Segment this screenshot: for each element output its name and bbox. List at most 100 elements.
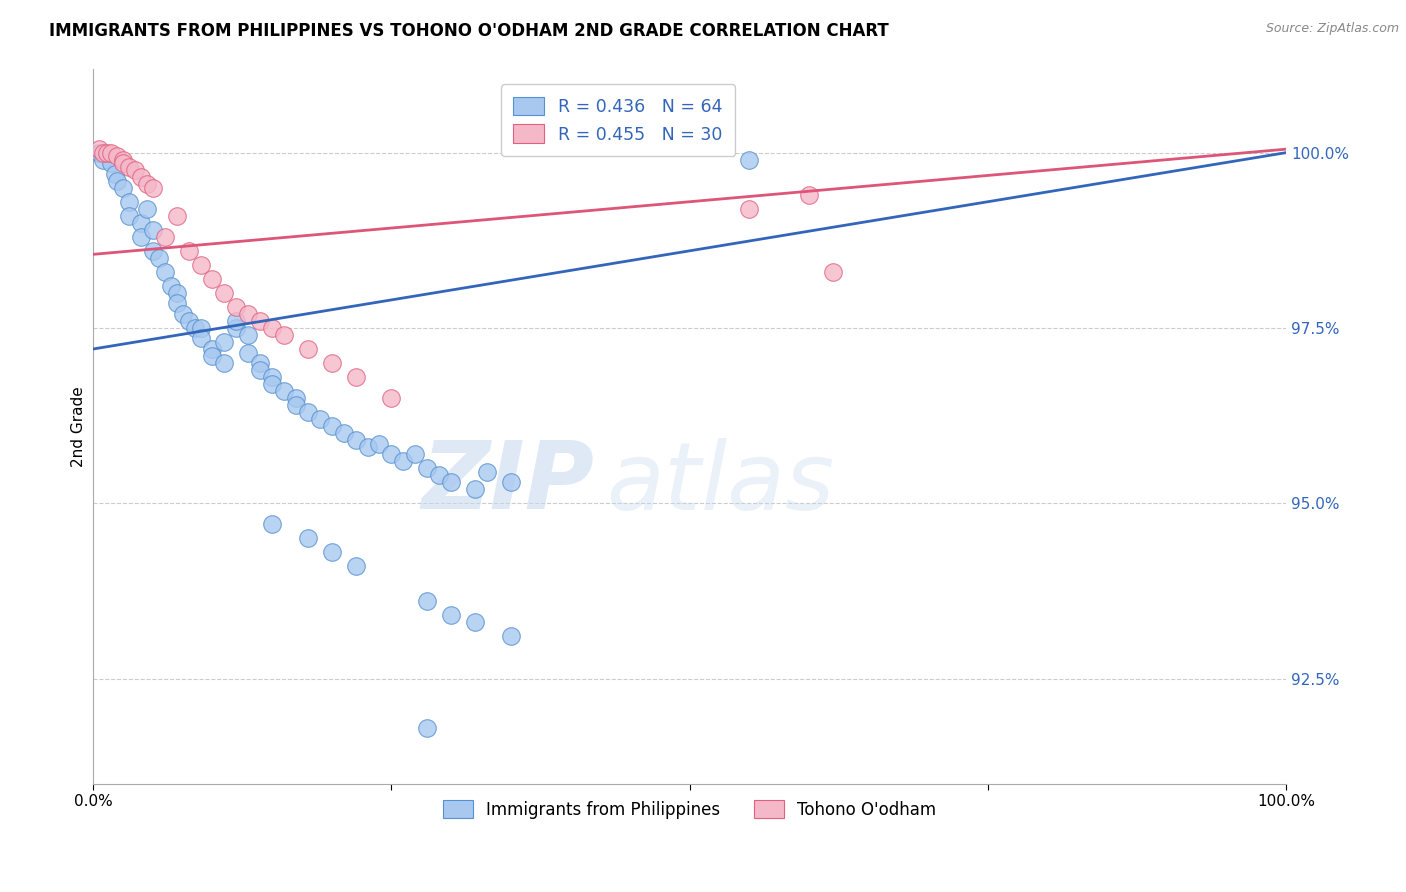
Point <box>273 328 295 343</box>
Point <box>738 202 761 216</box>
Point <box>297 531 319 545</box>
Point <box>738 153 761 167</box>
Point <box>190 331 212 345</box>
Point <box>118 209 141 223</box>
Point <box>297 405 319 419</box>
Point <box>321 545 343 559</box>
Point <box>190 321 212 335</box>
Point <box>129 170 152 185</box>
Point <box>172 307 194 321</box>
Point <box>135 202 157 216</box>
Point <box>111 156 134 170</box>
Point <box>214 285 236 300</box>
Point <box>166 296 188 310</box>
Point <box>166 285 188 300</box>
Point <box>249 363 271 377</box>
Point <box>142 244 165 258</box>
Point <box>404 447 426 461</box>
Point <box>111 180 134 194</box>
Point <box>308 412 330 426</box>
Point <box>105 174 128 188</box>
Text: IMMIGRANTS FROM PHILIPPINES VS TOHONO O'ODHAM 2ND GRADE CORRELATION CHART: IMMIGRANTS FROM PHILIPPINES VS TOHONO O'… <box>49 22 889 40</box>
Text: ZIP: ZIP <box>422 437 595 529</box>
Point <box>416 721 439 735</box>
Point <box>464 615 486 630</box>
Point <box>380 391 402 405</box>
Point <box>262 517 284 532</box>
Point <box>100 156 122 170</box>
Point <box>321 419 343 434</box>
Point <box>177 244 200 258</box>
Point <box>89 145 111 160</box>
Point <box>111 153 134 167</box>
Point <box>91 145 114 160</box>
Point <box>100 145 122 160</box>
Point <box>344 559 367 574</box>
Point <box>380 447 402 461</box>
Point <box>440 475 463 490</box>
Point <box>499 630 522 644</box>
Point <box>91 153 114 167</box>
Point <box>96 145 118 160</box>
Point <box>284 398 307 412</box>
Point <box>797 187 820 202</box>
Point <box>821 265 844 279</box>
Point <box>153 265 176 279</box>
Point <box>332 426 354 441</box>
Point <box>416 594 439 608</box>
Point <box>190 258 212 272</box>
Point <box>148 251 170 265</box>
Point <box>89 142 111 156</box>
Point <box>201 342 224 356</box>
Point <box>177 314 200 328</box>
Point <box>135 178 157 192</box>
Point <box>124 163 146 178</box>
Point <box>129 216 152 230</box>
Point <box>104 167 127 181</box>
Point <box>249 356 271 370</box>
Text: atlas: atlas <box>606 438 834 529</box>
Point <box>166 209 188 223</box>
Point <box>356 440 378 454</box>
Point <box>214 334 236 349</box>
Point <box>344 433 367 447</box>
Point <box>238 345 260 359</box>
Point <box>368 436 391 450</box>
Point <box>249 314 271 328</box>
Point <box>201 272 224 286</box>
Point <box>238 307 260 321</box>
Point <box>284 391 307 405</box>
Point <box>416 461 439 475</box>
Point <box>262 321 284 335</box>
Point <box>159 279 181 293</box>
Point <box>499 475 522 490</box>
Legend: Immigrants from Philippines, Tohono O'odham: Immigrants from Philippines, Tohono O'od… <box>436 794 943 825</box>
Point <box>214 356 236 370</box>
Point <box>273 384 295 398</box>
Point <box>105 149 128 163</box>
Point <box>201 349 224 363</box>
Point <box>344 370 367 384</box>
Text: Source: ZipAtlas.com: Source: ZipAtlas.com <box>1265 22 1399 36</box>
Point <box>183 321 205 335</box>
Point <box>153 229 176 244</box>
Point <box>225 300 247 314</box>
Point <box>392 454 415 468</box>
Point <box>427 468 450 483</box>
Point <box>142 223 165 237</box>
Point <box>262 370 284 384</box>
Point <box>464 482 486 496</box>
Point <box>238 328 260 343</box>
Point <box>262 377 284 392</box>
Point <box>118 160 141 174</box>
Point <box>129 229 152 244</box>
Point <box>475 465 498 479</box>
Point <box>297 342 319 356</box>
Point <box>440 608 463 623</box>
Point <box>142 180 165 194</box>
Point <box>225 321 247 335</box>
Point <box>225 314 247 328</box>
Y-axis label: 2nd Grade: 2nd Grade <box>72 385 86 467</box>
Point <box>321 356 343 370</box>
Point <box>118 194 141 209</box>
